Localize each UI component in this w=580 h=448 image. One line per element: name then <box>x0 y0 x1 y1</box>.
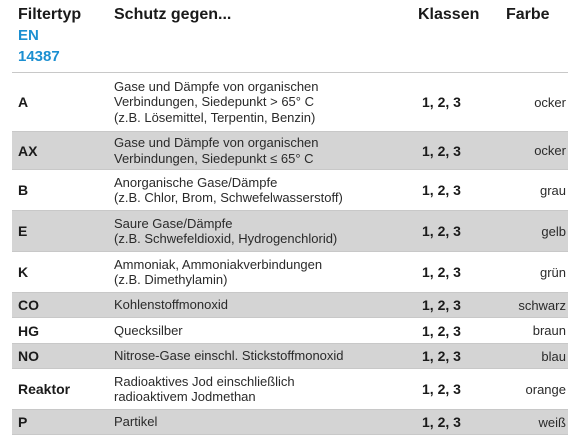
row-protection: Anorganische Gase/Dämpfe (z.B. Chlor, Br… <box>114 174 343 206</box>
row-classes: 1, 2, 3 <box>422 182 461 198</box>
header-color: Farbe <box>506 6 550 23</box>
table-row: HG Quecksilber 1, 2, 3 braun <box>12 317 568 343</box>
row-classes: 1, 2, 3 <box>422 142 461 159</box>
table-row: A Gase und Dämpfe von organischen Verbin… <box>12 72 568 131</box>
row-filter-type: K <box>18 264 29 280</box>
table-row: K Ammoniak, Ammoniakverbindungen (z.B. D… <box>12 251 568 292</box>
row-filter-type: NO <box>18 348 39 364</box>
table-row: P Partikel 1, 2, 3 weiß <box>12 409 568 434</box>
row-filter-type: E <box>18 223 28 239</box>
filter-type-table: Filtertyp EN 14387 Schutz gegen... Klass… <box>12 0 568 435</box>
row-protection: Gase und Dämpfe von organischen Verbindu… <box>114 78 319 125</box>
row-classes: 1, 2, 3 <box>422 348 461 364</box>
row-color: schwarz <box>518 297 566 313</box>
table-row: NO Nitrose-Gase einschl. Stickstoffmonox… <box>12 343 568 368</box>
row-color: ocker <box>534 94 566 110</box>
row-filter-type: A <box>18 94 29 110</box>
header-classes: Klassen <box>418 6 480 23</box>
row-color: blau <box>541 348 566 364</box>
row-protection: Ammoniak, Ammoniakverbindungen (z.B. Dim… <box>114 256 323 288</box>
row-classes: 1, 2, 3 <box>422 297 461 313</box>
header-filter-type: Filtertyp <box>18 6 82 23</box>
table-row: Reaktor Radioaktives Jod einschließlich … <box>12 368 568 409</box>
row-protection: Kohlenstoffmonoxid <box>114 297 228 313</box>
table-row: AX Gase und Dämpfe von organischen Verbi… <box>12 131 568 169</box>
row-classes: 1, 2, 3 <box>422 381 461 397</box>
row-filter-type: HG <box>18 322 39 339</box>
row-classes: 1, 2, 3 <box>422 414 461 430</box>
row-protection: Quecksilber <box>114 322 183 338</box>
header-standard-number: 14387 <box>18 48 60 65</box>
row-color: orange <box>525 381 566 397</box>
row-color: grau <box>539 182 566 198</box>
row-protection: Nitrose-Gase einschl. Stickstoffmonoxid <box>114 348 344 364</box>
row-protection: Partikel <box>114 414 158 430</box>
row-protection: Radioaktives Jod einschließlich radioakt… <box>114 373 295 405</box>
row-protection: Saure Gase/Dämpfe (z.B. Schwefeldioxid, … <box>114 215 338 247</box>
row-classes: 1, 2, 3 <box>422 223 461 239</box>
header-standard-en: EN <box>18 27 39 44</box>
row-color: grün <box>539 264 566 280</box>
table-row: B Anorganische Gase/Dämpfe (z.B. Chlor, … <box>12 169 568 210</box>
row-filter-type: CO <box>18 297 39 313</box>
row-filter-type: AX <box>18 142 38 159</box>
row-classes: 1, 2, 3 <box>422 264 461 280</box>
row-color: ocker <box>534 143 566 158</box>
table-bottom-rule <box>12 434 568 435</box>
row-color: weiß <box>538 414 566 430</box>
row-filter-type: Reaktor <box>18 381 71 397</box>
row-color: gelb <box>541 223 566 239</box>
row-classes: 1, 2, 3 <box>422 94 461 110</box>
row-filter-type: B <box>18 182 29 198</box>
row-classes: 1, 2, 3 <box>422 322 461 339</box>
table-row: CO Kohlenstoffmonoxid 1, 2, 3 schwarz <box>12 292 568 317</box>
table-header: Filtertyp EN 14387 Schutz gegen... Klass… <box>12 0 568 72</box>
row-color: braun <box>532 323 566 338</box>
table-row: E Saure Gase/Dämpfe (z.B. Schwefeldioxid… <box>12 210 568 251</box>
header-protection: Schutz gegen... <box>114 6 232 23</box>
row-protection: Gase und Dämpfe von organischen Verbindu… <box>114 135 319 166</box>
row-filter-type: P <box>18 414 28 430</box>
